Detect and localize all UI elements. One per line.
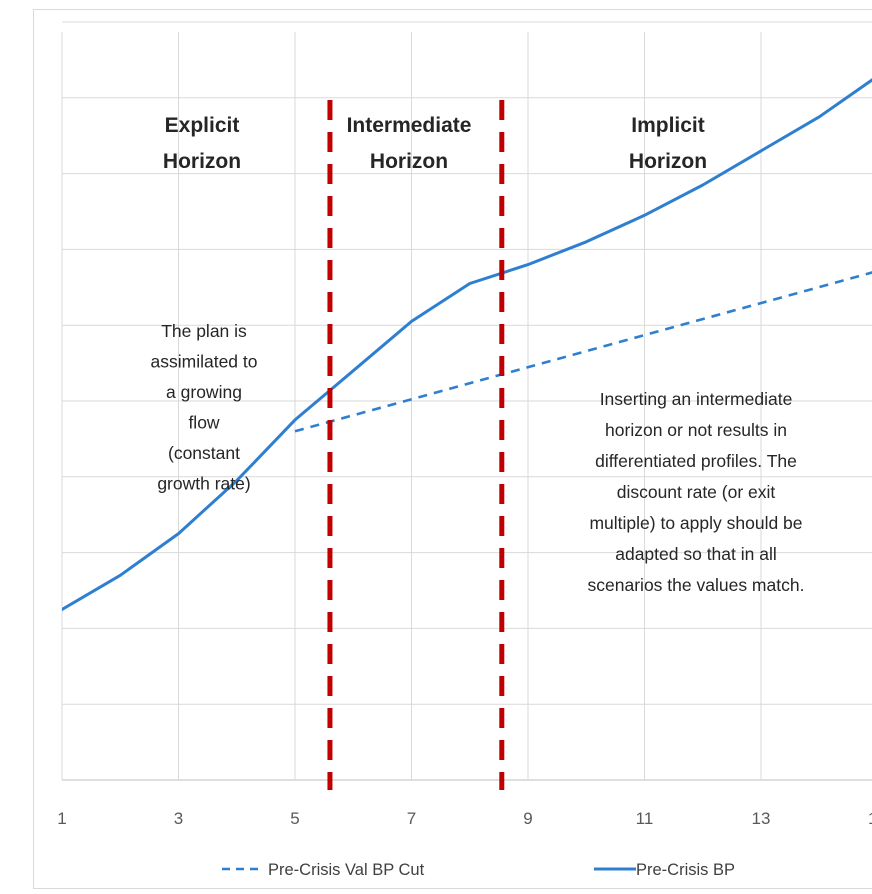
zone-title-line1: Implicit	[631, 114, 705, 137]
right-annotation-line: multiple) to apply should be	[589, 513, 802, 533]
chart-frame	[33, 9, 872, 889]
right-annotation-line: discount rate (or exit	[617, 482, 776, 502]
x-tick-label: 7	[407, 809, 416, 828]
zone-title-line1: Explicit	[165, 114, 240, 137]
left-annotation-line: The plan is	[161, 321, 247, 341]
x-tick-label: 9	[523, 809, 532, 828]
left-annotation-line: assimilated to	[151, 352, 258, 372]
right-annotation-line: adapted so that in all	[615, 544, 777, 564]
left-annotation-line: flow	[188, 413, 219, 433]
right-annotation-line: horizon or not results in	[605, 420, 787, 440]
legend: Pre-Crisis Val BP Cut Pre-Crisis BP	[222, 861, 735, 879]
left-annotation-line: a growing	[166, 382, 242, 402]
zone-title-line2: Horizon	[629, 150, 707, 173]
x-tick-label: 13	[752, 809, 771, 828]
series-layer	[62, 78, 872, 611]
legend-label-dashed: Pre-Crisis Val BP Cut	[268, 861, 425, 879]
x-tick-label: 1	[57, 809, 66, 828]
zone-title-line1: Intermediate	[347, 114, 472, 137]
left-annotation-line: (constant	[168, 443, 240, 463]
x-tick-label: 3	[174, 809, 183, 828]
zone-title-line2: Horizon	[163, 150, 241, 173]
horizon-boundaries	[327, 100, 505, 790]
series-line-pre-crisis-bp	[62, 78, 872, 611]
series-line-pre-crisis-val-bp-cut	[294, 271, 872, 433]
grid-lines	[61, 21, 872, 781]
legend-label-solid: Pre-Crisis BP	[636, 861, 735, 879]
right-annotation-line: Inserting an intermediate	[600, 389, 793, 409]
x-tick-label: 15	[868, 809, 872, 828]
annotations: Explicit Horizon Intermediate Horizon Implic…	[151, 114, 805, 595]
x-tick-label: 5	[290, 809, 299, 828]
left-annotation-line: growth rate)	[157, 474, 250, 494]
right-annotation-line: differentiated profiles. The	[595, 451, 797, 471]
right-annotation-line: scenarios the values match.	[588, 575, 805, 595]
x-axis: 13579111315	[57, 809, 872, 828]
zone-title-line2: Horizon	[370, 150, 448, 173]
x-tick-label: 11	[636, 809, 654, 828]
